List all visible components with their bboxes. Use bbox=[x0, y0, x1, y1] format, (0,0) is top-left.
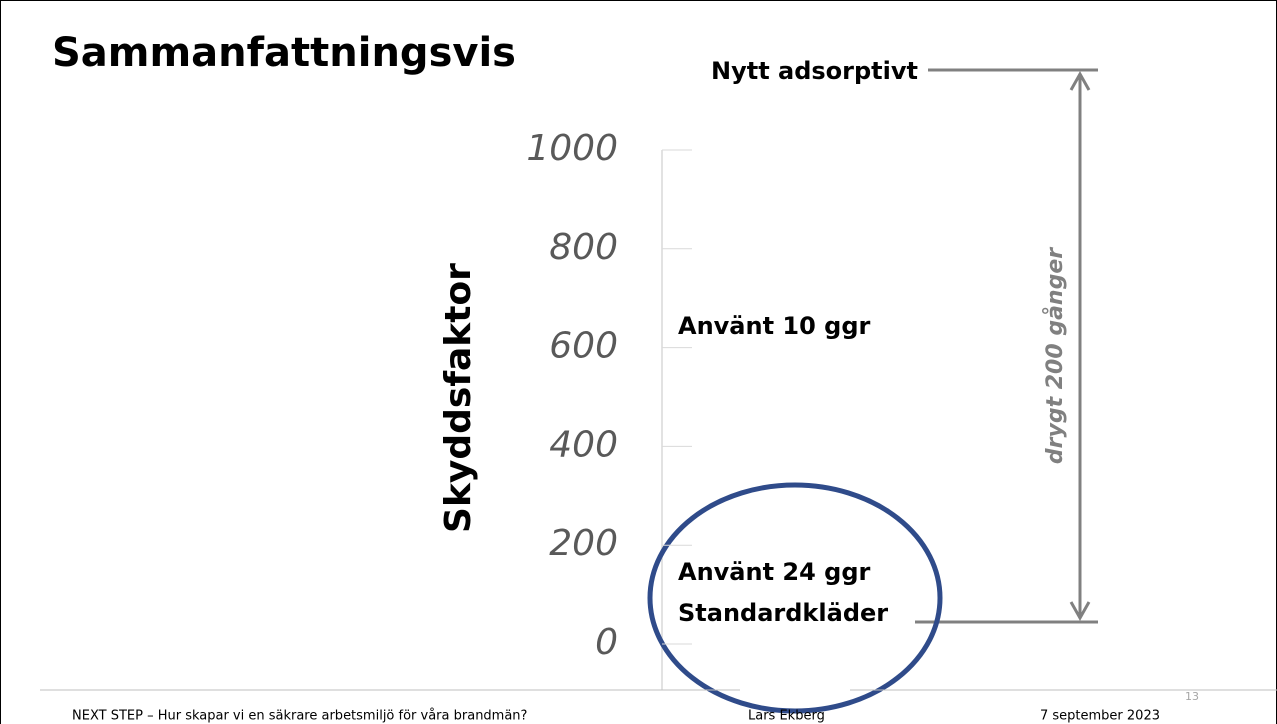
y-axis-label: Skyddsfaktor bbox=[438, 263, 479, 533]
y-tick-label: 1000 bbox=[526, 128, 618, 169]
highlight-ellipse bbox=[647, 482, 943, 714]
y-tick-label: 400 bbox=[549, 424, 618, 465]
y-tick-label: 200 bbox=[549, 523, 618, 564]
annotation: Nytt adsorptivt bbox=[711, 57, 918, 85]
annotation: drygt 200 gånger bbox=[1042, 247, 1068, 464]
slide-title: Sammanfattningsvis bbox=[52, 30, 516, 76]
page-number: 13 bbox=[1185, 690, 1199, 703]
y-tick-label: 0 bbox=[595, 622, 618, 663]
arrow-head bbox=[1069, 601, 1091, 622]
arrow-head bbox=[1069, 70, 1091, 91]
footer-author: Lars Ekberg bbox=[748, 709, 825, 724]
y-tick-label: 800 bbox=[549, 227, 618, 268]
footer-text: NEXT STEP – Hur skapar vi en säkrare arb… bbox=[72, 709, 527, 724]
y-tick-label: 600 bbox=[549, 326, 618, 367]
annotation: Använt 10 ggr bbox=[678, 312, 871, 340]
annotation: Använt 24 ggr bbox=[678, 558, 871, 586]
footer-date: 7 september 2023 bbox=[1040, 709, 1160, 724]
annotation: Standardkläder bbox=[678, 599, 888, 627]
